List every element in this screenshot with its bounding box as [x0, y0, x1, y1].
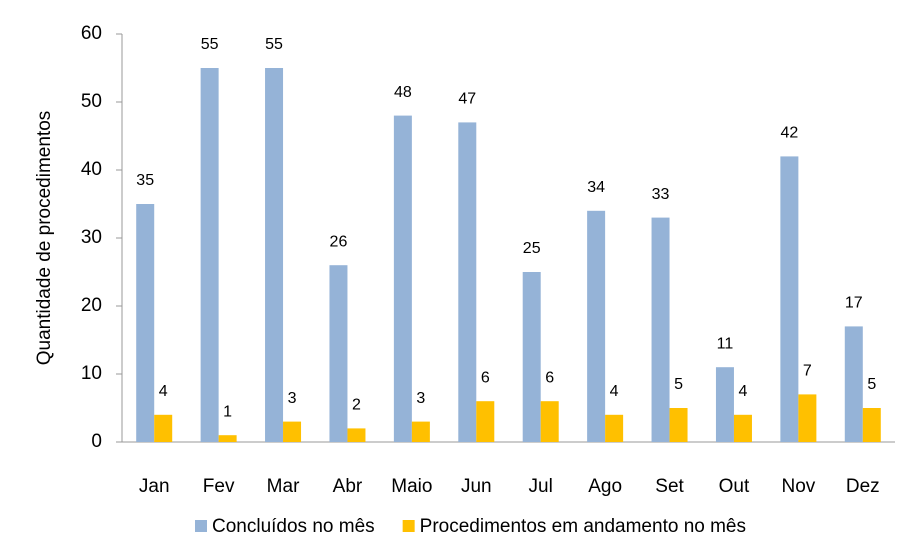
legend-label: Concluídos no mês [212, 516, 375, 537]
bar [329, 265, 348, 442]
data-label: 47 [458, 91, 476, 108]
x-tick-label: Abr [333, 476, 363, 497]
y-axis-label: Quantidade de procedimentos [34, 111, 55, 366]
bar [154, 414, 173, 442]
legend-swatch [195, 520, 207, 532]
x-tick-label: Mar [267, 476, 300, 497]
x-tick-label: Jan [139, 476, 170, 497]
data-label: 6 [481, 369, 490, 386]
bar [587, 210, 606, 442]
x-tick-label: Fev [203, 476, 235, 497]
y-tick-label: 40 [81, 159, 102, 180]
y-tick-label: 60 [81, 23, 102, 44]
bar [651, 217, 670, 442]
data-label: 33 [652, 186, 670, 203]
bar [200, 68, 219, 442]
data-label: 34 [587, 179, 605, 196]
y-tick-label: 50 [81, 91, 102, 112]
data-label: 4 [159, 383, 168, 400]
bar [540, 401, 559, 442]
bar [411, 421, 430, 442]
bar [393, 115, 412, 442]
data-label: 2 [352, 397, 361, 414]
data-label: 4 [610, 383, 619, 400]
data-label: 42 [780, 125, 798, 142]
bar [218, 435, 237, 442]
data-label: 6 [545, 369, 554, 386]
x-tick-label: Nov [781, 476, 815, 497]
data-label: 4 [739, 383, 748, 400]
bar [522, 272, 541, 442]
data-label: 3 [416, 390, 425, 407]
bar [136, 204, 155, 442]
data-label: 1 [223, 403, 232, 420]
x-tick-label: Set [655, 476, 684, 497]
bar [669, 408, 688, 442]
data-label: 35 [136, 172, 154, 189]
x-tick-label: Jul [529, 476, 553, 497]
bar [458, 122, 477, 443]
x-tick-label: Out [719, 476, 750, 497]
bar [862, 408, 881, 442]
data-label: 26 [330, 233, 348, 250]
bar [798, 394, 817, 442]
data-label: 55 [265, 36, 283, 53]
bar [476, 401, 495, 442]
data-label: 17 [845, 295, 863, 312]
bar [605, 414, 624, 442]
y-tick-label: 0 [91, 431, 102, 452]
y-tick-label: 10 [81, 363, 102, 384]
bar [347, 428, 366, 442]
data-label: 3 [288, 390, 297, 407]
x-tick-label: Dez [846, 476, 880, 497]
data-label: 48 [394, 84, 412, 101]
x-tick-label: Maio [391, 476, 432, 497]
bar [283, 421, 302, 442]
data-label: 25 [523, 240, 541, 257]
bar [844, 326, 863, 442]
y-tick-label: 30 [81, 227, 102, 248]
y-tick-label: 20 [81, 295, 102, 316]
x-tick-label: Jun [461, 476, 492, 497]
bar [715, 367, 734, 442]
data-label: 5 [674, 376, 683, 393]
data-label: 5 [867, 376, 876, 393]
bar [265, 68, 284, 442]
bar [733, 414, 752, 442]
data-label: 7 [803, 363, 812, 380]
legend-swatch [402, 520, 415, 532]
data-label: 55 [201, 36, 219, 53]
bar [780, 156, 799, 442]
legend-label: Procedimentos em andamento no mês [420, 516, 746, 537]
x-tick-label: Ago [588, 476, 622, 497]
data-label: 11 [717, 335, 734, 352]
